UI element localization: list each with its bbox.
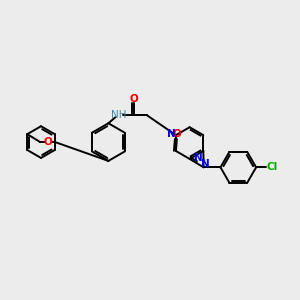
Text: O: O — [172, 129, 181, 139]
Text: N: N — [167, 129, 175, 139]
Text: NH: NH — [110, 110, 126, 120]
Text: Cl: Cl — [266, 162, 278, 172]
Text: N: N — [194, 153, 203, 163]
Text: O: O — [130, 94, 139, 104]
Text: N: N — [201, 159, 210, 169]
Text: O: O — [44, 137, 52, 147]
